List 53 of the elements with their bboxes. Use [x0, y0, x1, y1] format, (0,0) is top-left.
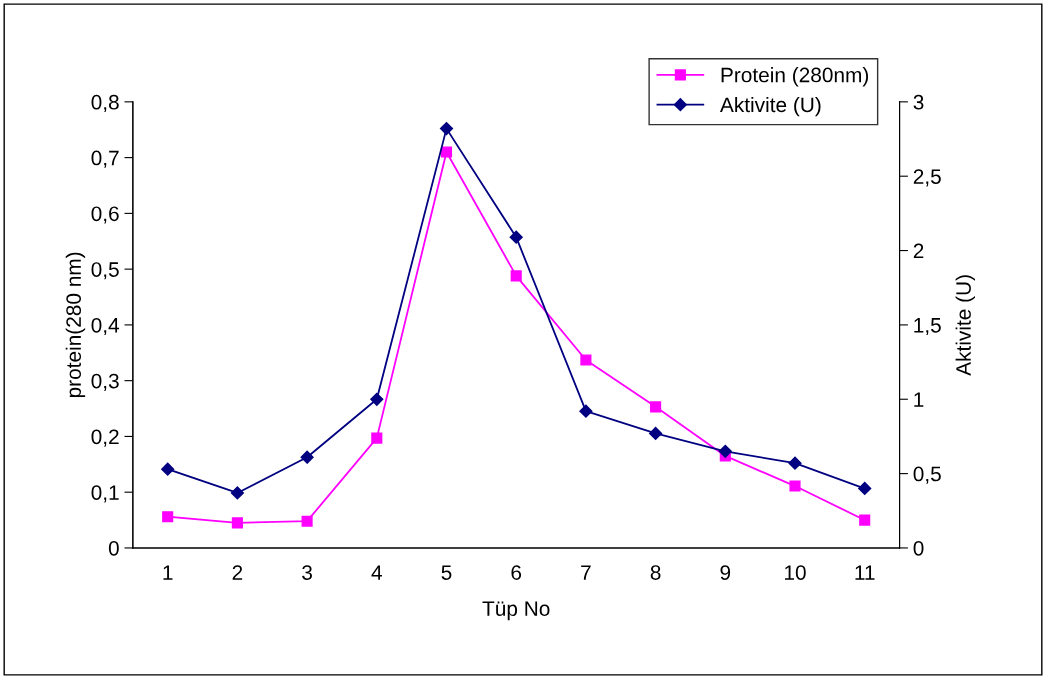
x-tick-label: 10	[785, 565, 806, 580]
point	[509, 230, 523, 244]
point	[301, 515, 313, 527]
point	[789, 480, 801, 492]
x-tick-label: 6	[511, 565, 522, 580]
point	[579, 404, 593, 418]
y-tick-label: 0,8	[91, 94, 119, 113]
y-tick-label: 0,4	[91, 317, 120, 336]
point	[440, 146, 453, 158]
y2-tick-label: 3	[913, 94, 924, 110]
y-tick-label: 0	[108, 540, 119, 556]
y-tick-label: 0,7	[91, 150, 119, 168]
point	[649, 426, 663, 441]
point	[859, 514, 871, 526]
x-tick-label: 3	[302, 565, 312, 580]
point	[650, 401, 662, 413]
y-axis-title: protein(280 nm)	[65, 252, 86, 398]
legend-label: Protein (280nm)	[721, 67, 869, 87]
y-tick-label: 0,6	[91, 206, 119, 224]
y2-axis-title: Aktivite (U)	[955, 275, 976, 376]
y-tick-label: 0,1	[91, 485, 119, 503]
point	[162, 511, 174, 523]
x-tick-label: 8	[650, 565, 661, 580]
point	[300, 450, 314, 464]
point	[231, 517, 243, 529]
point	[788, 456, 802, 470]
y2-tick-label: 0,5	[913, 466, 941, 484]
y2-tick-label: 0	[913, 540, 924, 556]
y-tick-label: 0,2	[91, 429, 119, 447]
y-tick-label: 0,3	[91, 373, 119, 391]
point	[510, 270, 522, 282]
point	[858, 481, 872, 496]
x-tick-label: 5	[441, 565, 452, 580]
legend-label: Aktivite (U)	[719, 96, 821, 117]
point	[370, 392, 384, 406]
x-tick-label: 7	[581, 565, 591, 580]
point	[439, 122, 454, 136]
x-tick-label: 9	[720, 565, 731, 580]
y2-tick-label: 2,5	[913, 169, 941, 187]
x-tick-label: 11	[855, 565, 875, 580]
point	[580, 354, 592, 366]
y2-tick-label: 1	[914, 392, 924, 407]
y-tick-label: 0,5	[91, 262, 119, 280]
x-tick-label: 4	[371, 565, 382, 580]
x-axis-title: Tüp No	[482, 601, 550, 621]
point	[230, 486, 244, 500]
point	[718, 444, 732, 458]
x-tick-label: 2	[232, 565, 243, 580]
y2-tick-label: 1,5	[914, 318, 941, 336]
point	[371, 432, 383, 444]
x-tick-label: 1	[163, 565, 173, 580]
point	[161, 462, 175, 476]
y2-tick-label: 2	[913, 243, 924, 259]
